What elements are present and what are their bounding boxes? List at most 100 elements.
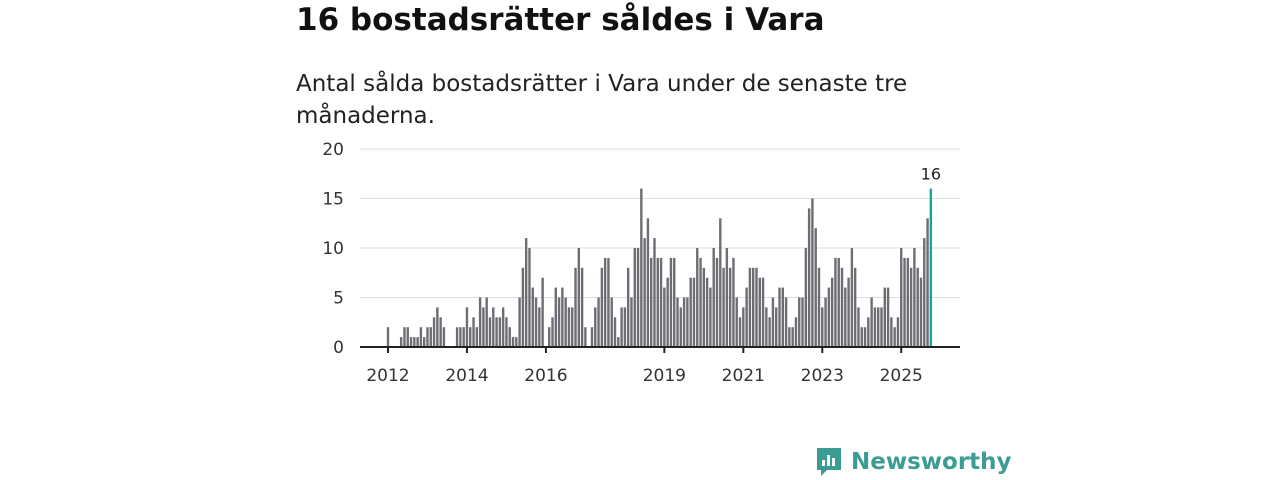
bar bbox=[432, 317, 436, 347]
x-tick-label: 2019 bbox=[643, 366, 686, 386]
bar bbox=[761, 277, 765, 347]
bar bbox=[640, 188, 643, 347]
bar bbox=[781, 287, 784, 347]
bar bbox=[534, 297, 538, 347]
bar bbox=[811, 198, 814, 347]
bar bbox=[919, 277, 923, 347]
bar bbox=[669, 257, 673, 347]
bar bbox=[712, 248, 715, 347]
bar bbox=[673, 257, 676, 347]
bar bbox=[521, 267, 525, 347]
x-tick-label: 2014 bbox=[445, 366, 488, 386]
chart-subtitle: Antal sålda bostadsrätter i Vara under d… bbox=[296, 71, 908, 129]
bar bbox=[508, 327, 511, 347]
bar bbox=[768, 317, 771, 347]
bar bbox=[877, 307, 880, 347]
bar bbox=[406, 327, 409, 347]
bar bbox=[636, 248, 640, 347]
bar bbox=[472, 317, 475, 347]
bar bbox=[916, 267, 919, 347]
bar bbox=[903, 257, 906, 347]
bar bbox=[666, 277, 669, 347]
bar bbox=[633, 248, 636, 347]
highlight-value-label: 16 bbox=[921, 165, 941, 184]
bar bbox=[715, 257, 719, 347]
bar bbox=[528, 248, 531, 347]
bar bbox=[821, 307, 824, 347]
bar bbox=[620, 307, 623, 347]
bar bbox=[867, 317, 870, 347]
bar bbox=[844, 287, 847, 347]
bar bbox=[834, 257, 837, 347]
bar bbox=[699, 257, 702, 347]
bar bbox=[817, 267, 821, 347]
bar bbox=[597, 297, 600, 347]
bar bbox=[909, 267, 913, 347]
bar bbox=[548, 327, 551, 347]
x-tick-label: 2023 bbox=[801, 366, 844, 386]
bar bbox=[653, 238, 656, 347]
bar bbox=[801, 297, 804, 347]
bar bbox=[650, 257, 653, 347]
bar bbox=[439, 317, 442, 347]
bar bbox=[728, 267, 732, 347]
bar bbox=[745, 287, 748, 347]
bar bbox=[422, 337, 426, 347]
newsworthy-logo-icon bbox=[817, 448, 841, 476]
bar bbox=[580, 267, 584, 347]
bar bbox=[676, 297, 679, 347]
bar bbox=[794, 317, 798, 347]
bar bbox=[926, 218, 929, 347]
bar bbox=[663, 287, 666, 347]
y-tick-label: 10 bbox=[322, 239, 344, 259]
x-tick-label: 2016 bbox=[524, 366, 567, 386]
bar bbox=[478, 297, 482, 347]
bar bbox=[656, 257, 659, 347]
bar bbox=[626, 267, 630, 347]
bar bbox=[594, 307, 597, 347]
y-tick-label: 0 bbox=[333, 338, 344, 358]
bar bbox=[659, 257, 663, 347]
bar bbox=[567, 307, 571, 347]
bar bbox=[531, 287, 534, 347]
bar bbox=[469, 327, 472, 347]
bar bbox=[416, 337, 419, 347]
bar bbox=[475, 327, 479, 347]
bar bbox=[719, 218, 722, 347]
bar bbox=[551, 317, 554, 347]
bar bbox=[442, 327, 446, 347]
bar bbox=[682, 297, 686, 347]
bar bbox=[696, 248, 699, 347]
bar bbox=[860, 327, 863, 347]
bar bbox=[689, 277, 692, 347]
bar bbox=[485, 297, 488, 347]
bar bbox=[515, 337, 518, 347]
bar bbox=[459, 327, 462, 347]
bar bbox=[613, 317, 617, 347]
y-tick-label: 20 bbox=[322, 140, 344, 160]
bar bbox=[906, 257, 910, 347]
bar bbox=[617, 337, 620, 347]
bar bbox=[830, 277, 834, 347]
bar bbox=[686, 297, 689, 347]
bar bbox=[853, 267, 857, 347]
bar bbox=[541, 277, 544, 347]
bar bbox=[429, 327, 432, 347]
bar bbox=[870, 297, 873, 347]
brand-name: Newsworthy bbox=[851, 449, 1012, 475]
bar bbox=[751, 267, 755, 347]
bar bbox=[538, 307, 541, 347]
bar bbox=[880, 307, 883, 347]
bar bbox=[804, 248, 808, 347]
bar bbox=[426, 327, 429, 347]
bar bbox=[890, 317, 893, 347]
bar bbox=[814, 228, 817, 347]
bar bbox=[403, 327, 406, 347]
x-tick-label: 2021 bbox=[722, 366, 765, 386]
bar bbox=[913, 248, 916, 347]
bar bbox=[511, 337, 515, 347]
bar bbox=[755, 267, 758, 347]
bar bbox=[840, 267, 844, 347]
bar bbox=[692, 277, 696, 347]
bar bbox=[574, 267, 577, 347]
